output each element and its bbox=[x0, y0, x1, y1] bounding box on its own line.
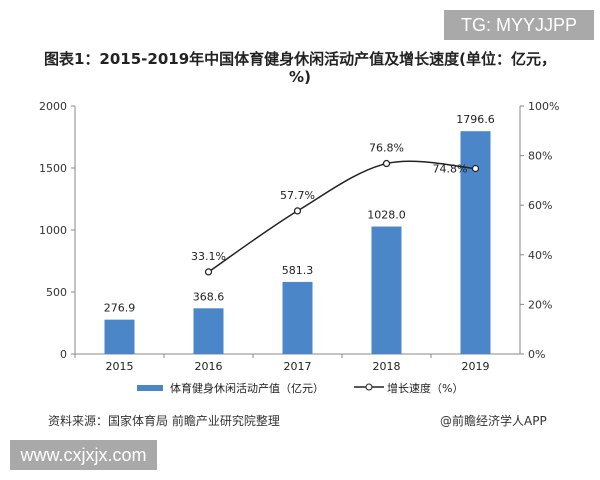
left-tick-label: 500 bbox=[46, 286, 67, 299]
line-label: 76.8% bbox=[369, 142, 404, 155]
line-point bbox=[293, 207, 302, 215]
credit: @前瞻经济学人APP bbox=[440, 414, 547, 428]
chart-title: 图表1：2015-2019年中国体育健身休闲活动产值及增长速度(单位：亿元，%) bbox=[43, 50, 557, 86]
watermark-bottom: www.cxjxjx.com bbox=[10, 440, 157, 470]
x-tick-label: 2016 bbox=[195, 360, 223, 373]
bar bbox=[104, 319, 135, 354]
bar-label: 276.9 bbox=[104, 302, 136, 315]
line-label: 33.1% bbox=[191, 250, 226, 263]
bar-label: 1796.6 bbox=[456, 113, 495, 126]
left-tick-label: 1500 bbox=[39, 162, 67, 175]
right-tick-label: 60% bbox=[528, 199, 552, 212]
line-label: 57.7% bbox=[280, 189, 315, 202]
legend: 体育健身休闲活动产值（亿元） 增长速度（%） bbox=[0, 380, 600, 396]
bar-label: 368.6 bbox=[193, 290, 225, 303]
bar-label: 1028.0 bbox=[367, 209, 406, 222]
line-label: 74.8% bbox=[433, 162, 468, 175]
bar bbox=[282, 281, 313, 354]
left-tick-label: 2000 bbox=[39, 100, 67, 113]
x-tick-label: 2015 bbox=[106, 360, 134, 373]
line-point bbox=[471, 164, 480, 173]
watermark-top: TG: MYYJJPP bbox=[444, 10, 594, 40]
bar-label: 581.3 bbox=[282, 264, 314, 277]
x-tick-label: 2018 bbox=[373, 360, 401, 373]
legend-label-line: 增长速度（%） bbox=[387, 382, 464, 395]
right-tick-label: 0% bbox=[528, 348, 545, 361]
line-point bbox=[382, 159, 391, 168]
legend-label-bar: 体育健身休闲活动产值（亿元） bbox=[170, 382, 325, 395]
right-tick-label: 20% bbox=[528, 298, 552, 311]
x-tick-label: 2017 bbox=[284, 360, 312, 373]
growth-line bbox=[208, 160, 476, 273]
bar bbox=[371, 226, 402, 354]
right-tick-label: 80% bbox=[528, 150, 552, 163]
right-tick-label: 40% bbox=[528, 249, 552, 262]
bar bbox=[193, 308, 224, 354]
left-tick-label: 1000 bbox=[39, 224, 67, 237]
x-tick-label: 2019 bbox=[462, 360, 490, 373]
line-point bbox=[204, 268, 213, 276]
legend-swatch-line bbox=[353, 382, 384, 395]
right-tick-label: 100% bbox=[528, 100, 559, 113]
legend-swatch-bar bbox=[136, 385, 163, 391]
source-note: 资料来源：国家体育局 前瞻产业研究院整理 bbox=[48, 414, 280, 428]
left-tick-label: 0 bbox=[60, 348, 67, 361]
